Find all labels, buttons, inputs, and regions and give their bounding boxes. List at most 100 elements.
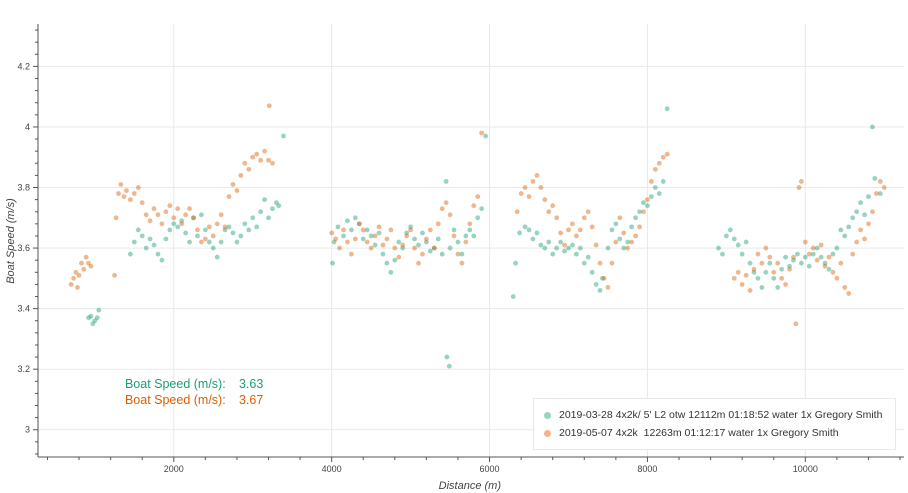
data-point-series-1 [720, 251, 725, 257]
data-point-series-1 [435, 236, 441, 242]
data-point-series-1 [546, 239, 552, 245]
data-point-series-1 [187, 239, 192, 245]
data-point-series-2 [467, 221, 473, 227]
data-point-series-2 [159, 221, 165, 227]
data-point-series-1 [645, 203, 650, 209]
data-point-series-1 [562, 248, 567, 254]
data-point-series-1 [605, 245, 611, 251]
x-tick-label: 6000 [480, 464, 500, 474]
data-point-series-2 [376, 224, 382, 230]
legend-item-series-1[interactable]: 2019-03-28 4x2k/ 5' L2 otw 12112m 01:18:… [544, 409, 882, 421]
legend-item-series-2[interactable]: 2019-05-07 4x2k 12263m 01:12:17 water 1x… [544, 427, 839, 439]
data-point-series-1 [420, 230, 425, 236]
data-point-series-1 [641, 200, 646, 206]
data-point-series-2 [171, 215, 177, 221]
data-point-series-1 [589, 269, 595, 275]
data-point-series-2 [121, 194, 127, 199]
data-point-series-2 [514, 209, 520, 215]
data-point-series-1 [412, 236, 417, 242]
data-point-series-2 [214, 221, 220, 227]
data-point-series-2 [175, 206, 181, 212]
data-point-series-2 [73, 269, 79, 275]
data-point-series-2 [266, 103, 272, 109]
data-point-series-1 [759, 285, 765, 290]
data-point-series-1 [155, 251, 161, 257]
data-point-series-1 [530, 236, 536, 242]
data-point-series-1 [416, 242, 421, 248]
data-point-series-2 [796, 185, 802, 190]
y-tick-label: 3.8 [17, 183, 30, 193]
data-point-series-1 [826, 266, 832, 272]
data-point-series-1 [360, 236, 366, 242]
data-point-series-2 [439, 206, 445, 212]
data-point-series-1 [479, 206, 485, 212]
data-point-series-1 [743, 239, 749, 245]
data-point-series-2 [455, 251, 461, 257]
data-point-series-2 [372, 233, 378, 239]
data-point-series-1 [388, 269, 394, 275]
data-point-series-2 [183, 212, 189, 218]
data-point-series-1 [854, 209, 860, 215]
data-point-series-1 [281, 133, 286, 139]
data-point-series-2 [246, 166, 252, 172]
data-point-series-1 [234, 239, 240, 245]
data-point-series-1 [175, 224, 181, 230]
data-point-series-1 [522, 224, 528, 230]
data-point-series-2 [530, 179, 536, 184]
data-point-series-1 [392, 257, 398, 263]
data-point-series-2 [187, 206, 192, 212]
data-point-series-1 [802, 254, 808, 260]
data-point-series-2 [131, 191, 137, 196]
data-point-series-2 [360, 227, 366, 233]
data-point-series-2 [562, 242, 567, 248]
data-point-series-2 [250, 154, 256, 160]
data-point-series-1 [246, 227, 252, 233]
y-axis-label: Boat Speed (m/s) [5, 198, 17, 284]
data-point-series-1 [270, 206, 275, 212]
data-point-series-1 [218, 239, 224, 245]
data-point-series-2 [463, 239, 469, 245]
data-point-series-1 [625, 239, 631, 245]
data-point-series-2 [384, 236, 390, 242]
data-point-series-2 [550, 203, 556, 209]
data-point-series-2 [593, 242, 599, 248]
data-point-series-2 [423, 236, 429, 242]
data-point-series-2 [83, 254, 89, 260]
data-point-series-2 [118, 182, 124, 187]
data-point-series-2 [124, 188, 129, 193]
data-point-series-2 [234, 188, 240, 193]
data-point-series-1 [159, 257, 165, 263]
data-point-series-2 [601, 275, 607, 281]
data-point-series-1 [577, 245, 583, 251]
legend-marker-icon [544, 429, 551, 437]
data-point-series-2 [735, 269, 741, 275]
data-point-series-2 [447, 212, 453, 218]
data-point-series-2 [546, 209, 552, 215]
legend-label: 2019-03-28 4x2k/ 5' L2 otw 12112m 01:18:… [559, 409, 883, 421]
data-point-series-1 [791, 257, 796, 263]
annotation-label: Boat Speed (m/s): [124, 393, 226, 407]
data-point-series-2 [155, 212, 161, 218]
data-point-series-1 [88, 313, 94, 319]
data-point-series-2 [435, 221, 441, 227]
grid-lines [38, 24, 904, 457]
data-point-series-2 [731, 275, 737, 281]
data-point-series-2 [779, 275, 785, 281]
data-point-series-1 [171, 221, 177, 227]
data-point-series-2 [589, 224, 595, 230]
data-point-series-2 [112, 272, 117, 278]
data-point-series-1 [593, 282, 599, 287]
data-point-series-1 [838, 227, 844, 233]
data-point-series-1 [135, 227, 141, 233]
data-point-series-2 [254, 151, 260, 157]
data-point-series-2 [771, 269, 777, 275]
data-point-series-1 [621, 245, 627, 251]
data-point-series-1 [96, 307, 102, 313]
data-point-series-2 [870, 209, 875, 215]
data-point-series-2 [538, 185, 544, 190]
data-point-series-1 [517, 230, 522, 236]
data-point-series-1 [723, 233, 729, 239]
data-point-series-1 [554, 245, 560, 251]
data-point-series-1 [834, 245, 840, 251]
data-point-series-1 [384, 260, 390, 266]
